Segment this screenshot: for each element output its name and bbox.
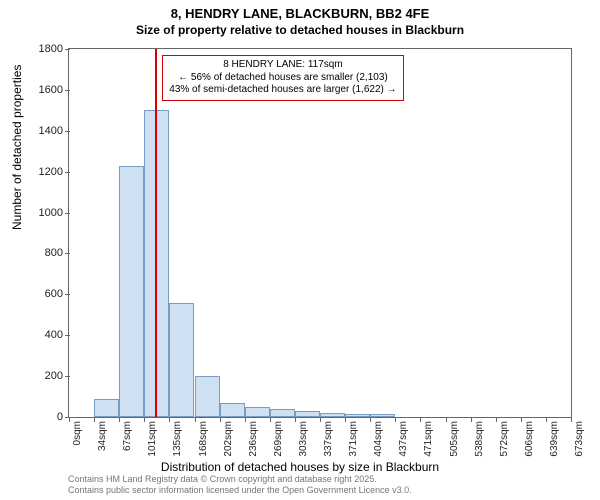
x-tick-label: 67sqm (122, 417, 133, 451)
histogram-bar (169, 303, 194, 417)
x-tick-label: 168sqm (198, 417, 209, 457)
x-tick-label: 471sqm (423, 417, 434, 457)
y-tick: 0 (57, 411, 69, 423)
attribution-line2: Contains public sector information licen… (68, 485, 412, 496)
attribution: Contains HM Land Registry data © Crown c… (68, 474, 412, 496)
x-tick-label: 404sqm (373, 417, 384, 457)
callout-line2: ← 56% of detached houses are smaller (2,… (169, 72, 396, 85)
x-tick-label: 606sqm (524, 417, 535, 457)
x-tick-label: 135sqm (172, 417, 183, 457)
histogram-bar (195, 376, 220, 417)
x-axis-label: Distribution of detached houses by size … (0, 460, 600, 474)
y-tick: 1800 (39, 43, 69, 55)
callout-line3: 43% of semi-detached houses are larger (… (169, 84, 396, 97)
x-tick-label: 0sqm (72, 417, 83, 445)
chart-title-sub: Size of property relative to detached ho… (0, 21, 600, 37)
x-tick-mark (320, 417, 321, 422)
x-tick-label: 101sqm (147, 417, 158, 457)
chart-title-main: 8, HENDRY LANE, BLACKBURN, BB2 4FE (0, 0, 600, 21)
histogram-bar (345, 414, 370, 417)
y-tick: 1400 (39, 125, 69, 137)
histogram-bar (320, 413, 345, 417)
x-tick-mark (395, 417, 396, 422)
x-tick-label: 269sqm (273, 417, 284, 457)
x-tick-label: 505sqm (449, 417, 460, 457)
x-tick-label: 437sqm (398, 417, 409, 457)
attribution-line1: Contains HM Land Registry data © Crown c… (68, 474, 412, 485)
callout-title: 8 HENDRY LANE: 117sqm (169, 59, 396, 72)
y-axis-label: Number of detached properties (10, 65, 24, 230)
x-tick-mark (446, 417, 447, 422)
y-tick: 800 (45, 247, 69, 259)
x-tick-label: 34sqm (97, 417, 108, 451)
x-tick-mark (169, 417, 170, 422)
x-tick-mark (571, 417, 572, 422)
histogram-bar (245, 407, 270, 417)
y-tick: 1000 (39, 207, 69, 219)
callout-box: 8 HENDRY LANE: 117sqm← 56% of detached h… (162, 55, 403, 101)
x-tick-label: 538sqm (474, 417, 485, 457)
x-tick-mark (94, 417, 95, 422)
x-tick-mark (245, 417, 246, 422)
x-tick-label: 639sqm (549, 417, 560, 457)
x-tick-label: 337sqm (323, 417, 334, 457)
x-tick-mark (195, 417, 196, 422)
histogram-bar (295, 411, 320, 417)
x-tick-label: 303sqm (298, 417, 309, 457)
x-tick-label: 371sqm (348, 417, 359, 457)
x-tick-mark (270, 417, 271, 422)
y-tick: 400 (45, 329, 69, 341)
histogram-bar (270, 409, 295, 417)
x-tick-label: 202sqm (223, 417, 234, 457)
y-tick: 1600 (39, 84, 69, 96)
x-tick-mark (220, 417, 221, 422)
y-tick: 1200 (39, 166, 69, 178)
x-tick-mark (496, 417, 497, 422)
x-tick-mark (144, 417, 145, 422)
x-tick-mark (546, 417, 547, 422)
histogram-bar (370, 414, 395, 417)
x-tick-mark (119, 417, 120, 422)
histogram-bar (94, 399, 119, 417)
x-tick-mark (295, 417, 296, 422)
plot-area: 0200400600800100012001400160018000sqm34s… (68, 48, 572, 418)
x-tick-mark (370, 417, 371, 422)
y-tick: 200 (45, 370, 69, 382)
highlight-line (155, 49, 157, 417)
x-tick-mark (69, 417, 70, 422)
x-tick-label: 572sqm (499, 417, 510, 457)
x-tick-mark (345, 417, 346, 422)
x-tick-label: 673sqm (574, 417, 585, 457)
x-tick-mark (420, 417, 421, 422)
histogram-bar (220, 403, 245, 417)
x-tick-mark (471, 417, 472, 422)
histogram-bar (119, 166, 144, 417)
x-tick-label: 236sqm (248, 417, 259, 457)
x-tick-mark (521, 417, 522, 422)
y-tick: 600 (45, 288, 69, 300)
